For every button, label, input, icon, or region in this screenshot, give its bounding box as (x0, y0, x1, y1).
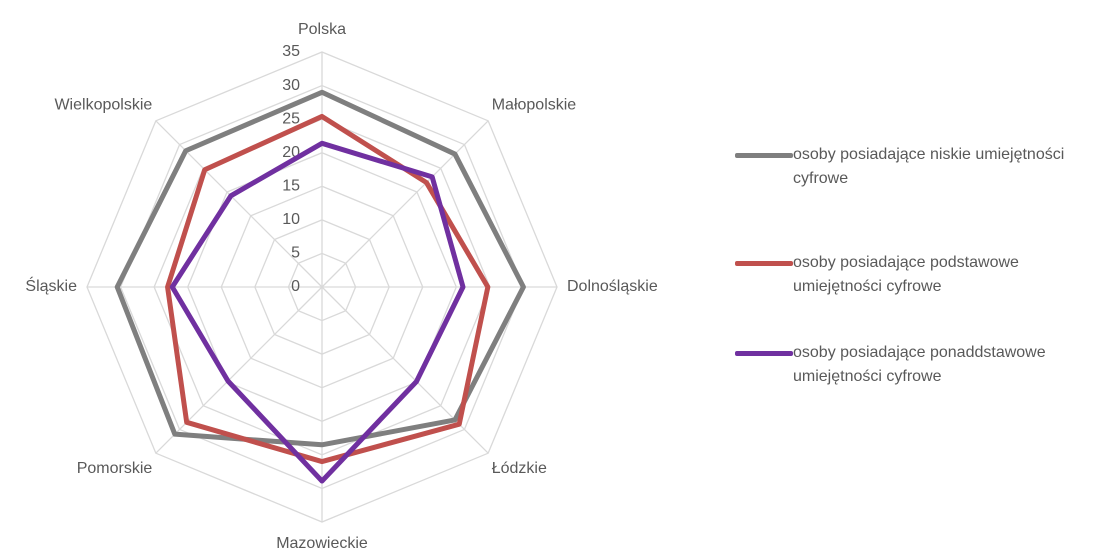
series-line (169, 140, 466, 484)
legend-item: osoby posiadające podstawowe umiejętnośc… (735, 251, 1100, 299)
category-label: Śląskie (25, 276, 77, 295)
legend-label: osoby posiadające podstawowe umiejętnośc… (793, 254, 1019, 295)
category-label: Wielkopolskie (54, 96, 152, 113)
spoke (155, 286, 323, 454)
r-tick-label: 10 (282, 211, 300, 228)
legend-swatch (735, 261, 793, 266)
legend-label: osoby posiadające niskie umiejętności cy… (793, 146, 1065, 187)
r-tick-label: 5 (291, 245, 300, 262)
r-tick-label: 25 (282, 110, 300, 127)
legend-label: osoby posiadające ponaddstawowe umiejętn… (793, 344, 1046, 385)
category-label: Małopolskie (492, 96, 577, 113)
r-tick-label: 15 (282, 178, 300, 195)
legend-item: osoby posiadające niskie umiejętności cy… (735, 143, 1100, 191)
legend-swatch (735, 153, 793, 158)
legend-swatch (735, 351, 793, 356)
legend-item: osoby posiadające ponaddstawowe umiejętn… (735, 341, 1100, 389)
series-line (165, 113, 491, 465)
spoke (321, 120, 489, 288)
category-label: Pomorskie (77, 460, 153, 477)
r-tick-label: 35 (282, 43, 300, 60)
r-tick-label: 30 (282, 77, 300, 94)
category-label: Dolnośląskie (567, 278, 658, 295)
r-tick-label: 0 (291, 278, 300, 295)
series-line (114, 89, 526, 448)
category-label: Polska (298, 21, 346, 38)
spoke (155, 120, 323, 288)
category-label: Łódzkie (492, 460, 547, 477)
category-label: Mazowieckie (276, 535, 368, 552)
